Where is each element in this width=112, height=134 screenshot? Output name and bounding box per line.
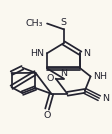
- Text: N: N: [60, 69, 67, 78]
- Text: N: N: [83, 49, 89, 58]
- Text: O: O: [43, 111, 50, 120]
- Text: HN: HN: [30, 49, 44, 58]
- Text: S: S: [60, 18, 66, 27]
- Text: NH: NH: [93, 72, 107, 81]
- Text: O: O: [46, 74, 54, 83]
- Text: N: N: [101, 94, 108, 103]
- Text: CH₃: CH₃: [25, 19, 42, 28]
